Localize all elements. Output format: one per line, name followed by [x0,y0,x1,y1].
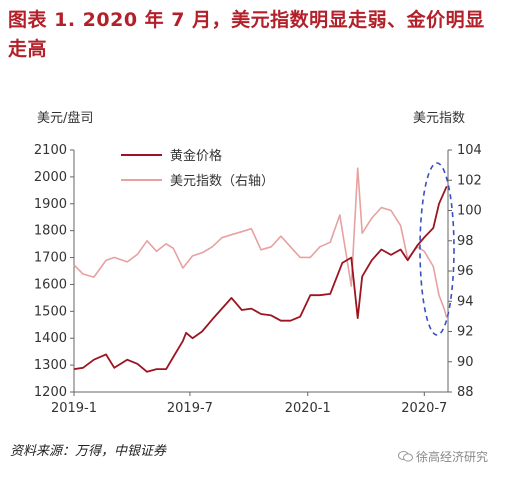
right-tick-label: 92 [457,325,474,340]
right-tick-label: 90 [457,355,474,370]
right-tick-label: 88 [457,385,474,400]
legend: 黄金价格 美元指数（右轴） [121,148,274,189]
left-tick-label: 1200 [34,385,67,400]
left-tick-label: 1700 [34,251,67,266]
left-tick-label: 2000 [34,170,67,185]
gold-price-line [73,185,448,373]
x-tick-label: 2019-1 [51,401,97,416]
left-tick-label: 1500 [34,304,67,319]
highlight-ellipse [419,162,455,336]
right-tick-label: 94 [457,294,474,309]
x-tick-label: 2020-1 [285,401,331,416]
left-axis-label: 美元/盘司 [37,110,93,126]
x-tick-label: 2019-7 [167,401,213,416]
right-tick-label: 100 [457,204,482,219]
right-tick-label: 98 [457,234,474,249]
chart-title: 图表 1. 2020 年 7 月，美元指数明显走弱、金价明显 走高 [8,6,513,64]
left-tick-label: 1900 [34,197,67,212]
watermark-text: 徐高经济研究 [416,450,489,464]
right-tick-label: 104 [457,143,482,158]
right-tick-label: 96 [457,264,474,279]
right-tick-label: 102 [457,173,482,188]
source-note: 资料来源：万得，中银证券 [10,444,167,459]
legend-dxy-label: 美元指数（右轴） [170,174,274,189]
chart-title-line2: 走高 [8,38,48,60]
left-tick-label: 2100 [34,143,67,158]
chart-title-line1: 图表 1. 2020 年 7 月，美元指数明显走弱、金价明显 [8,9,485,31]
watermark: 徐高经济研究 [398,448,488,465]
dollar-index-line [73,167,448,319]
right-axis-label: 美元指数 [413,111,465,126]
series-layer [73,167,448,373]
ticks-layer: 1200 1300 1400 1500 1600 1700 1800 1900 2000 2100… [34,143,482,416]
chat-bubbles-icon [398,451,413,462]
left-tick-label: 1600 [34,277,67,292]
left-tick-label: 1300 [34,358,67,373]
left-tick-label: 1800 [34,224,67,239]
legend-gold-label: 黄金价格 [170,148,222,164]
left-tick-label: 1400 [34,331,67,346]
x-tick-label: 2020-7 [401,401,447,416]
